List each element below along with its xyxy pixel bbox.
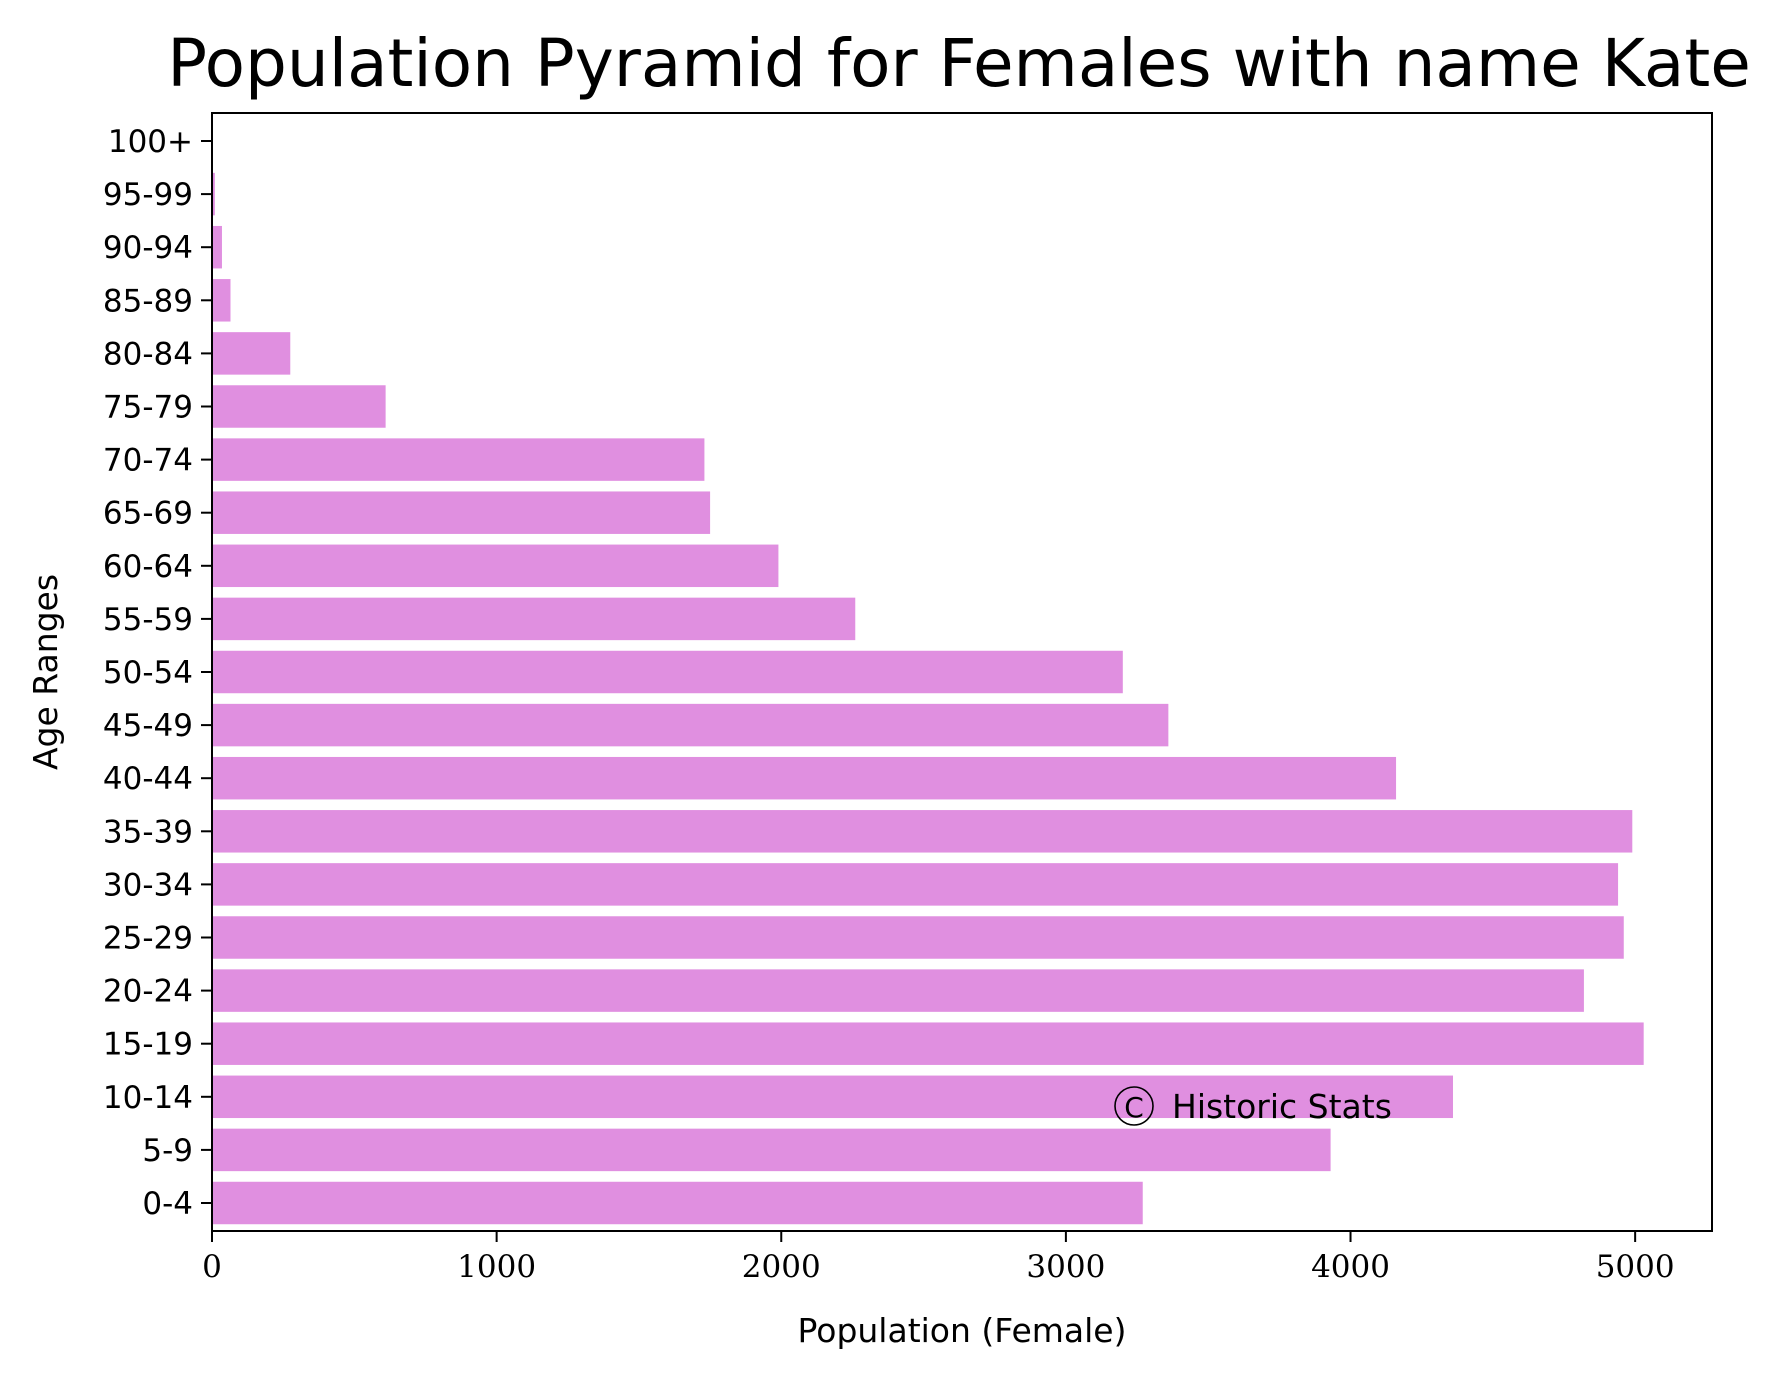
y-tick-label: 5-9: [142, 1133, 193, 1169]
y-tick-label: 85-89: [103, 283, 193, 319]
bar-65-69: [212, 491, 711, 534]
y-tick-label: 100+: [108, 124, 193, 160]
y-tick-label: 15-19: [103, 1027, 193, 1063]
bar-0-4: [212, 1181, 1143, 1225]
bar-75-79: [212, 385, 386, 428]
y-tick-label: 60-64: [103, 549, 193, 585]
watermark: C Historic Stats: [1114, 1086, 1392, 1126]
y-axis-label: Age Ranges: [26, 574, 65, 770]
x-tick-label: 4000: [1311, 1249, 1390, 1285]
copyright-icon: [1114, 1086, 1154, 1126]
y-tick-label: 0-4: [142, 1186, 193, 1222]
y-tick-label: 20-24: [103, 974, 193, 1010]
x-tick-label: 3000: [1026, 1249, 1105, 1285]
bar-70-74: [212, 438, 705, 481]
y-tick-label: 70-74: [103, 443, 193, 479]
bar-35-39: [212, 810, 1633, 853]
y-tick-label: 30-34: [103, 867, 193, 903]
bar-50-54: [212, 650, 1123, 694]
bar-45-49: [212, 703, 1169, 747]
bars: [212, 172, 1644, 1225]
y-tick-label: 55-59: [103, 602, 193, 638]
bar-40-44: [212, 756, 1397, 800]
watermark-text: Historic Stats: [1172, 1087, 1392, 1126]
y-tick-label: 75-79: [103, 390, 193, 426]
x-axis-ticks: 0 1000 2000 3000 4000 5000: [202, 1231, 1675, 1285]
copyright-icon-letter: C: [1124, 1091, 1144, 1124]
y-tick-label: 80-84: [103, 336, 193, 372]
bar-15-19: [212, 1022, 1644, 1065]
y-tick-label: 35-39: [103, 814, 193, 850]
y-tick-label: 95-99: [103, 177, 193, 213]
y-tick-label: 50-54: [103, 655, 193, 691]
y-tick-label: 40-44: [103, 761, 193, 797]
bar-5-9: [212, 1128, 1331, 1172]
y-tick-label: 10-14: [103, 1080, 193, 1116]
y-tick-label: 90-94: [103, 230, 193, 266]
bar-10-14: [212, 1075, 1453, 1119]
bar-80-84: [212, 332, 291, 375]
y-tick-label: 45-49: [103, 708, 193, 744]
bar-20-24: [212, 969, 1584, 1012]
bar-90-94: [212, 225, 222, 269]
x-axis-label: Population (Female): [798, 1311, 1127, 1350]
plot-frame: [211, 112, 1713, 1232]
bar-25-29: [212, 916, 1624, 959]
y-axis-ticks: 0-4 5-9 10-14 15-19 20-24 25-29 30-34 35-39 40-4…: [103, 124, 212, 1222]
bar-60-64: [212, 544, 779, 588]
y-tick-label: 65-69: [103, 496, 193, 532]
bar-85-89: [212, 279, 231, 322]
bar-95-99: [212, 172, 215, 216]
x-tick-label: 5000: [1596, 1249, 1675, 1285]
chart-title: Population Pyramid for Females with name…: [167, 25, 1751, 102]
x-tick-label: 1000: [457, 1249, 536, 1285]
x-tick-label: 2000: [742, 1249, 821, 1285]
x-tick-label: 0: [202, 1249, 222, 1285]
y-tick-label: 25-29: [103, 921, 193, 957]
bar-55-59: [212, 597, 856, 641]
bar-30-34: [212, 863, 1619, 906]
